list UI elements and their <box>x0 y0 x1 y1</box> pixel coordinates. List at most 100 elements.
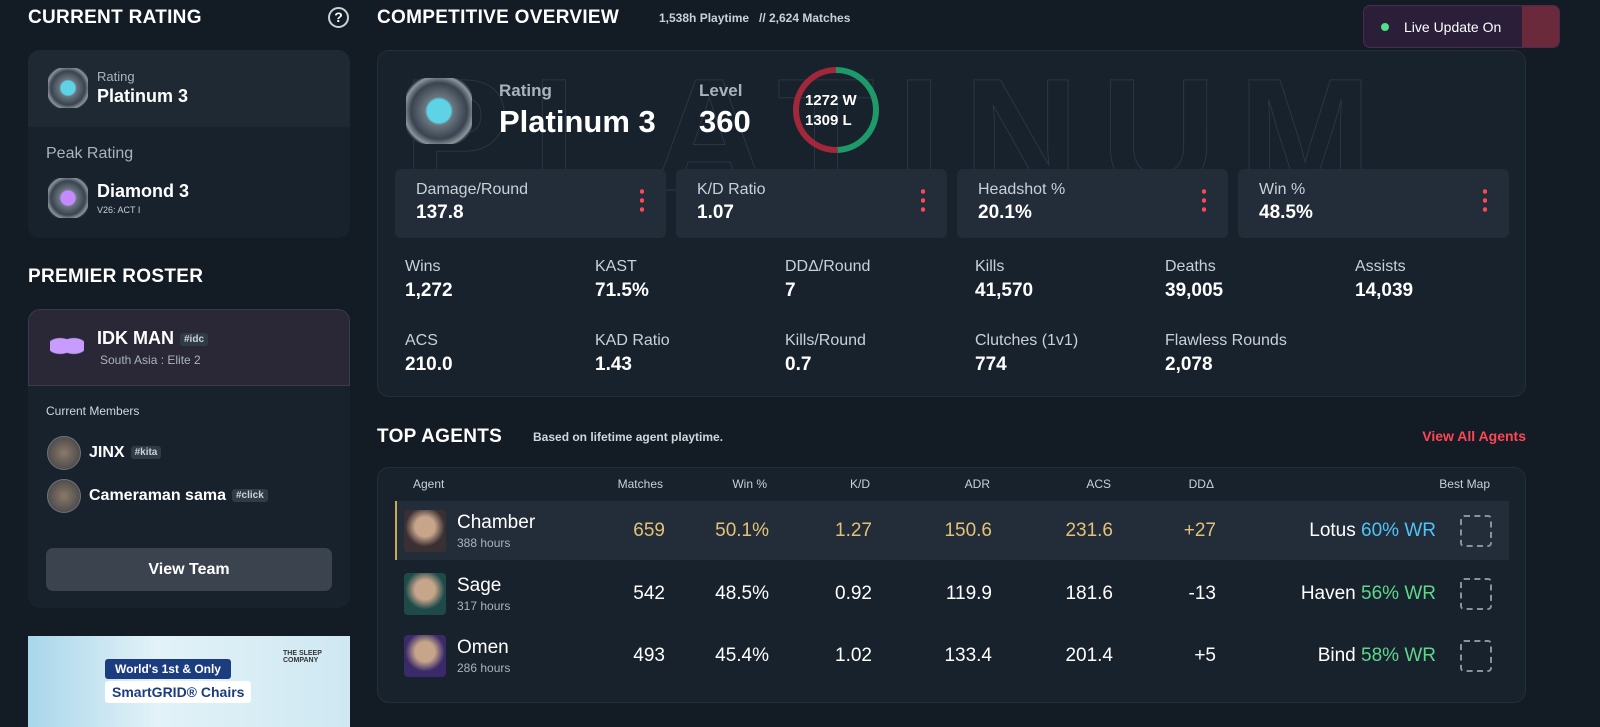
agent-name: Omen <box>457 637 509 658</box>
member-name: Cameraman sama #click <box>89 487 268 505</box>
stat-label: ACS <box>405 332 438 349</box>
stat-label: KAST <box>595 258 637 275</box>
live-button[interactable]: Live Update On <box>1363 5 1560 48</box>
stat-label: K/D Ratio <box>697 181 766 198</box>
best-map: Bind 58% WR <box>1318 645 1436 667</box>
section-title: TOP AGENTS <box>377 426 503 447</box>
column-header: Best Map <box>1439 477 1490 491</box>
stat-label: Assists <box>1355 258 1406 275</box>
stat-value: 71.5% <box>595 280 649 301</box>
stat-label: DDΔ/Round <box>785 258 871 275</box>
rating: Diamond 3 <box>97 181 190 201</box>
ring-segment <box>793 67 879 153</box>
stat-card: Damage/Round 137.8 <box>395 169 666 238</box>
rank-icon <box>48 68 88 108</box>
cell: 493 <box>633 645 665 666</box>
stat-label: Kills/Round <box>785 332 866 349</box>
label: Level <box>699 81 743 100</box>
level: 360 <box>699 104 751 139</box>
record: 1309 L <box>805 112 852 129</box>
map-name: Lotus <box>1309 520 1356 541</box>
menu-dots[interactable] <box>640 187 644 213</box>
member-name: JINX #kita <box>89 444 162 462</box>
cell: 201.4 <box>1065 645 1113 666</box>
map-icon <box>1460 577 1492 610</box>
stat-value: 1.07 <box>697 202 734 223</box>
agent-hours: 286 hours <box>457 661 511 675</box>
agent-row: Chamber 388 hours 659 50.1% 1.27 150.6 231.6 +2… <box>378 468 1525 702</box>
member-avatar <box>47 479 81 513</box>
cell: 50.1% <box>715 520 769 541</box>
cell: 119.9 <box>945 582 992 604</box>
view-all-link[interactable]: View All Agents <box>1422 428 1526 444</box>
rating: Platinum 3 <box>499 104 656 139</box>
map-name: Haven <box>1300 582 1356 604</box>
stat-value: 774 <box>975 354 1007 375</box>
stat-label: Deaths <box>1165 258 1216 275</box>
map-wr: 56% WR <box>1361 582 1436 604</box>
cell: 1.27 <box>835 520 872 541</box>
help-button[interactable]: ? <box>328 7 349 28</box>
subtitle: Based on lifetime agent playtime. <box>533 430 724 444</box>
stat-value: 14,039 <box>1355 280 1414 301</box>
cell: 542 <box>633 582 665 604</box>
agent-hours: 388 hours <box>457 536 511 550</box>
stat-card: Headshot % 20.1% <box>957 169 1228 238</box>
stat-label: Headshot % <box>978 181 1066 198</box>
member-tag: #kita <box>130 446 162 460</box>
menu-dots[interactable] <box>921 187 925 213</box>
column-header: Matches <box>617 477 663 491</box>
section-title: COMPETITIVE OVERVIEW <box>377 7 620 28</box>
agents-table: Agent Matches Win % K/D ADR ACS DDΔ Best Map Cha… <box>377 467 1526 703</box>
cell: 1.02 <box>835 645 872 666</box>
menu-dots[interactable] <box>1202 187 1206 213</box>
cell: 48.5% <box>715 582 769 604</box>
rating-card: Rating Platinum 3 Peak Rating Diamond 3 V26:… <box>28 50 350 238</box>
member-name-text: Cameraman sama <box>89 487 226 504</box>
team-tag: #idc <box>180 332 209 346</box>
section-title: PREMIER ROSTER <box>28 266 204 287</box>
record-label: W <box>842 92 857 109</box>
ad-brand: THE SLEEP COMPANY <box>283 650 322 664</box>
label: Rating <box>499 81 552 100</box>
best-map: Haven 56% WR <box>1301 583 1436 605</box>
menu-dots[interactable] <box>1483 187 1487 213</box>
refresh <box>1522 6 1559 47</box>
stat-label: KAD Ratio <box>595 332 670 349</box>
live-dot <box>1381 23 1389 31</box>
column-header: Agent <box>413 477 445 491</box>
best-map: Lotus 60% WR <box>1309 520 1436 542</box>
stat-card: K/D Ratio 1.07 <box>676 169 947 238</box>
rank-icon <box>48 178 88 218</box>
stat-label: Clutches (1v1) <box>975 332 1079 349</box>
cell: 150.6 <box>944 520 992 541</box>
record-count: 1272 <box>805 92 839 109</box>
map-wr: 58% WR <box>1361 645 1436 666</box>
view-team-button[interactable]: View Team <box>46 548 332 591</box>
act: V26: ACT I <box>97 205 141 215</box>
cell: -13 <box>1188 582 1216 604</box>
agent-name: Sage <box>457 574 502 596</box>
label: Current Members <box>46 404 140 418</box>
live-text: Live Update On <box>1404 19 1502 35</box>
team-name-text: IDK MAN <box>97 328 174 348</box>
stat-value: 1.43 <box>595 354 632 375</box>
stat-value: 7 <box>785 280 796 301</box>
agent-row: Omen 286 hours 493 45.4% 1.02 133.4 201.4 +5 Bin… <box>378 468 1525 702</box>
column-header: Win % <box>732 477 767 491</box>
column-header: ADR <box>964 477 990 491</box>
column-header: K/D <box>849 477 870 491</box>
column-header: DDΔ <box>1188 477 1214 491</box>
stat-label: Flawless Rounds <box>1165 332 1287 349</box>
map-icon <box>1460 640 1492 672</box>
record: 1272 W <box>805 92 857 109</box>
stat-value: 137.8 <box>416 202 464 223</box>
cell: 231.6 <box>1065 520 1113 541</box>
map-name: Bind <box>1317 645 1356 666</box>
label: Peak Rating <box>46 145 134 162</box>
record-label: L <box>842 112 852 129</box>
member-name-text: JINX <box>89 444 125 461</box>
column-header: ACS <box>1086 477 1111 491</box>
playtime: 1,538h Playtime <box>659 11 750 25</box>
region: South Asia : Elite 2 <box>100 353 201 367</box>
